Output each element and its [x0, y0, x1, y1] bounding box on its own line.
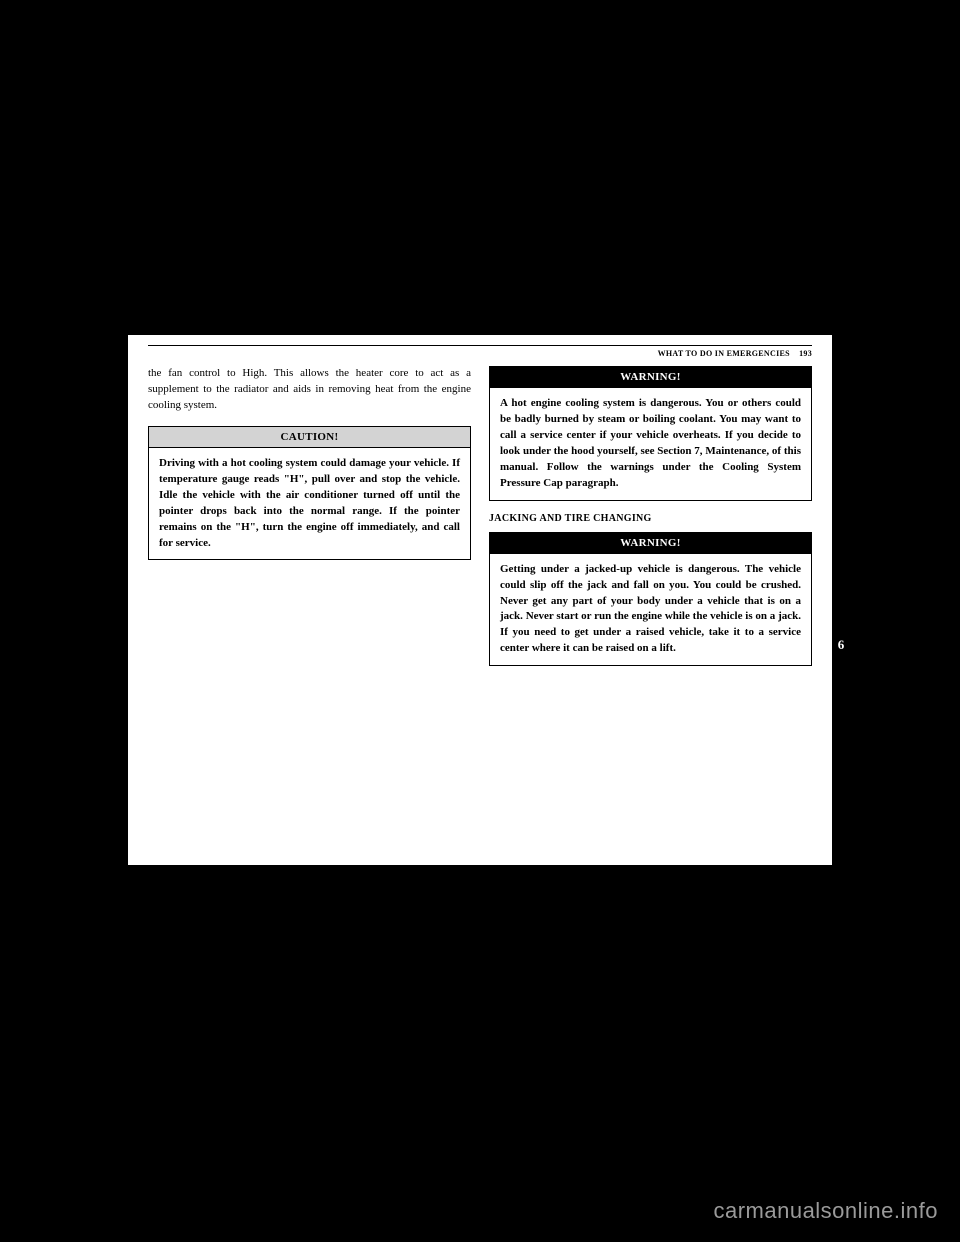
section-title: WHAT TO DO IN EMERGENCIES — [658, 349, 790, 358]
intro-paragraph: the fan control to High. This allows the… — [148, 366, 471, 414]
caution-title: CAUTION! — [149, 427, 470, 448]
warning-box-1: WARNING! A hot engine cooling system is … — [489, 366, 812, 501]
warning-box-2: WARNING! Getting under a jacked-up vehic… — [489, 532, 812, 667]
section-heading: JACKING AND TIRE CHANGING — [489, 513, 812, 524]
page-number: 193 — [799, 349, 812, 358]
warning-title-2: WARNING! — [490, 533, 811, 554]
right-column: WARNING! A hot engine cooling system is … — [489, 366, 812, 678]
chapter-number: 6 — [838, 637, 845, 653]
watermark: carmanualsonline.info — [713, 1198, 938, 1224]
left-column: the fan control to High. This allows the… — [148, 366, 471, 678]
warning-body-1: A hot engine cooling system is dangerous… — [490, 388, 811, 500]
warning-body-2: Getting under a jacked-up vehicle is dan… — [490, 554, 811, 666]
content-columns: the fan control to High. This allows the… — [148, 366, 812, 678]
caution-body: Driving with a hot cooling system could … — [149, 448, 470, 560]
manual-page: WHAT TO DO IN EMERGENCIES 193 the fan co… — [128, 335, 832, 865]
page-header: WHAT TO DO IN EMERGENCIES 193 — [148, 349, 812, 358]
caution-box: CAUTION! Driving with a hot cooling syst… — [148, 426, 471, 561]
chapter-tab: 6 — [832, 633, 850, 657]
header-rule — [148, 345, 812, 346]
warning-title-1: WARNING! — [490, 367, 811, 388]
